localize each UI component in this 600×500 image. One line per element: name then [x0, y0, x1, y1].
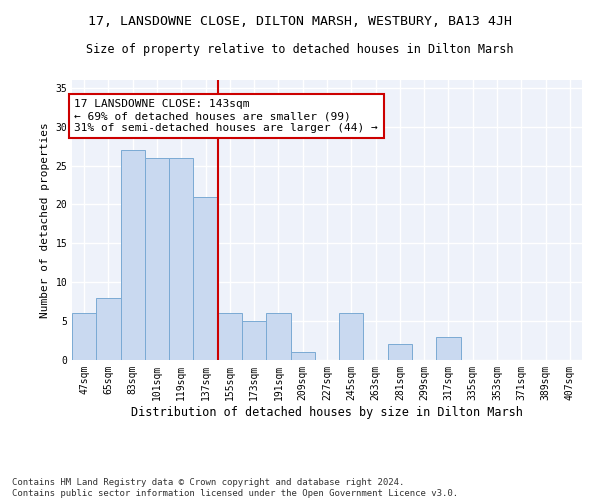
Bar: [72, 314, 96, 360]
Bar: [193, 196, 218, 360]
Y-axis label: Number of detached properties: Number of detached properties: [40, 122, 50, 318]
Bar: [145, 158, 169, 360]
Bar: [96, 298, 121, 360]
Bar: [121, 150, 145, 360]
Bar: [339, 314, 364, 360]
Bar: [266, 314, 290, 360]
Text: Size of property relative to detached houses in Dilton Marsh: Size of property relative to detached ho…: [86, 42, 514, 56]
X-axis label: Distribution of detached houses by size in Dilton Marsh: Distribution of detached houses by size …: [131, 406, 523, 418]
Bar: [242, 321, 266, 360]
Text: Contains HM Land Registry data © Crown copyright and database right 2024.
Contai: Contains HM Land Registry data © Crown c…: [12, 478, 458, 498]
Text: 17, LANSDOWNE CLOSE, DILTON MARSH, WESTBURY, BA13 4JH: 17, LANSDOWNE CLOSE, DILTON MARSH, WESTB…: [88, 15, 512, 28]
Bar: [169, 158, 193, 360]
Bar: [436, 336, 461, 360]
Text: 17 LANSDOWNE CLOSE: 143sqm
← 69% of detached houses are smaller (99)
31% of semi: 17 LANSDOWNE CLOSE: 143sqm ← 69% of deta…: [74, 100, 378, 132]
Bar: [290, 352, 315, 360]
Bar: [218, 314, 242, 360]
Bar: [388, 344, 412, 360]
